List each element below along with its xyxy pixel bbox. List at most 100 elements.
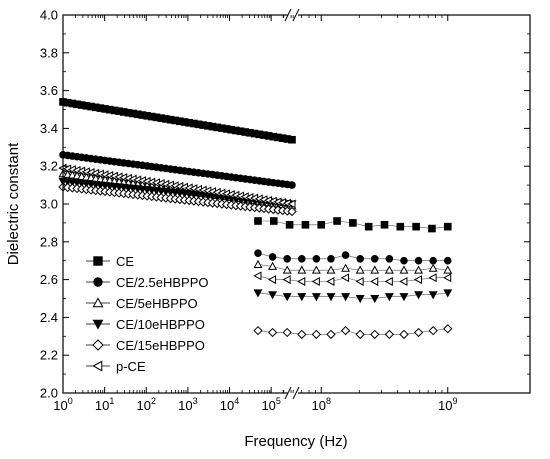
series-5 (58, 182, 453, 340)
data-point (267, 275, 277, 285)
x-axis-ticks: 100 101 102 103 104 105 108 109 (53, 15, 457, 413)
data-point (443, 273, 452, 283)
data-point (327, 255, 335, 263)
data-point (317, 220, 326, 229)
data-point (297, 329, 307, 340)
data-point (370, 277, 379, 286)
data-point (326, 293, 336, 302)
data-point (370, 329, 380, 340)
legend-entry: CE/10eHBPPO (86, 317, 205, 332)
y-tick-label: 3.2 (40, 159, 58, 174)
data-point (282, 327, 292, 338)
data-point (326, 329, 336, 340)
legend-label: CE/2.5eHBPPO (116, 275, 209, 290)
data-point (311, 293, 321, 302)
data-point (414, 256, 423, 265)
data-point (287, 206, 297, 217)
data-point (311, 265, 321, 274)
legend-label: CE (116, 254, 134, 269)
data-point (384, 329, 395, 340)
data-point (399, 293, 409, 302)
break-slash (292, 386, 300, 400)
data-point (282, 275, 291, 285)
legend: CE CE/2.5eHBPPO CE/5eHBPPO CE/10eHBPPO CE/15… (86, 254, 209, 374)
x-tick-label: 109 (438, 396, 457, 413)
legend-marker (92, 360, 103, 372)
data-point (384, 277, 393, 286)
data-point (268, 261, 278, 270)
data-point (400, 256, 408, 265)
break-slash (284, 8, 292, 22)
data-point (355, 295, 365, 304)
x-tick-label: 103 (178, 396, 197, 413)
data-point (443, 222, 452, 231)
data-point (297, 255, 306, 263)
y-tick-label: 2.2 (40, 348, 58, 363)
data-point (267, 327, 278, 338)
data-point (428, 273, 437, 283)
data-point (311, 277, 320, 286)
data-point (268, 291, 278, 300)
data-point (414, 265, 424, 274)
data-point (282, 265, 292, 274)
y-tick-label: 2.0 (40, 386, 58, 401)
data-point (413, 327, 424, 338)
data-point (443, 289, 453, 298)
data-point (443, 256, 452, 265)
data-point (443, 265, 453, 274)
data-point (326, 277, 335, 286)
x-axis-label: Frequency (Hz) (244, 433, 347, 450)
data-point (253, 271, 262, 281)
legend-marker (93, 256, 103, 266)
y-tick-label: 3.6 (40, 83, 58, 98)
data-point (341, 293, 351, 302)
data-point (326, 265, 336, 274)
x-tick-label: 100 (53, 396, 72, 413)
data-point (355, 277, 364, 286)
data-point (428, 263, 438, 272)
data-point (287, 199, 296, 209)
y-axis-label: Dielectric constant (5, 142, 22, 265)
data-point (399, 265, 409, 274)
legend-marker (93, 277, 103, 287)
y-tick-label: 4.0 (40, 8, 58, 23)
break-slash (292, 8, 300, 22)
data-point (355, 329, 365, 340)
data-point (341, 263, 351, 272)
y-tick-label: 2.6 (40, 272, 58, 287)
data-point (428, 224, 436, 233)
legend-label: p-CE (116, 359, 146, 374)
data-point (312, 255, 321, 263)
data-point (370, 295, 380, 304)
data-point (311, 329, 322, 340)
data-point (370, 255, 379, 263)
x-tick-label: 105 (261, 396, 280, 413)
data-point (253, 325, 263, 336)
data-point (429, 256, 437, 265)
plot-marks (58, 98, 453, 340)
plot-frame (62, 14, 531, 394)
x-tick-label: 101 (95, 396, 114, 413)
data-point (380, 220, 389, 229)
data-point (297, 265, 307, 274)
x-tick-label: 108 (312, 396, 331, 413)
data-point (413, 275, 423, 285)
legend-entry: CE/15eHBPPO (86, 338, 205, 353)
data-point (253, 289, 263, 298)
data-point (253, 259, 263, 268)
data-point (297, 293, 307, 302)
y-tick-label: 2.4 (40, 310, 58, 325)
y-tick-label: 3.4 (40, 121, 58, 136)
data-point (254, 217, 262, 225)
data-point (355, 265, 365, 274)
series-1 (59, 98, 452, 233)
legend-entry: CE (86, 254, 134, 269)
data-point (288, 181, 296, 189)
y-tick-label: 3.8 (40, 45, 58, 60)
legend-label: CE/5eHBPPO (116, 296, 198, 311)
data-point (396, 222, 405, 231)
data-point (254, 249, 262, 257)
data-point (285, 220, 294, 229)
data-point (340, 273, 350, 283)
